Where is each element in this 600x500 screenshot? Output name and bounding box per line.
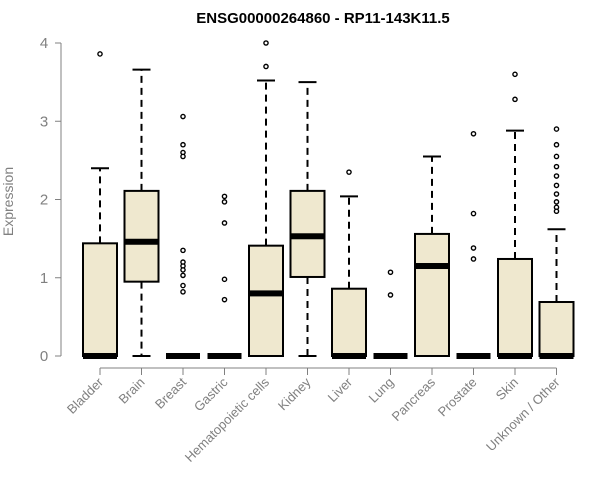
outlier-point bbox=[180, 141, 186, 148]
box-iqr bbox=[331, 287, 367, 357]
outlier-point bbox=[180, 247, 186, 254]
box-breast bbox=[166, 113, 200, 359]
outlier-point bbox=[553, 208, 560, 215]
outlier-point bbox=[553, 199, 560, 205]
x-tick-label: Breast bbox=[152, 374, 189, 411]
outlier-point bbox=[180, 289, 186, 295]
box-prostate bbox=[456, 130, 491, 359]
outlier-point bbox=[470, 130, 477, 137]
chart-title: ENSG00000264860 - RP11-143K11.5 bbox=[196, 10, 450, 27]
box-iqr bbox=[497, 257, 533, 357]
outlier-point bbox=[470, 245, 477, 251]
y-tick-label: 3 bbox=[40, 113, 48, 130]
outlier-point bbox=[221, 199, 228, 205]
outlier-point bbox=[387, 269, 394, 276]
box-kidney bbox=[289, 81, 326, 357]
box-skin bbox=[497, 71, 533, 359]
outlier-point bbox=[263, 40, 269, 46]
outlier-point bbox=[180, 267, 186, 273]
outlier-point bbox=[553, 126, 560, 132]
x-tick-label: Liver bbox=[325, 374, 356, 405]
outlier-point bbox=[512, 71, 518, 78]
outlier-point bbox=[470, 256, 477, 262]
outlier-point bbox=[553, 153, 560, 160]
box-iqr bbox=[123, 189, 160, 283]
median-line bbox=[373, 353, 408, 359]
x-tick-label: Prostate bbox=[435, 375, 480, 420]
outlier-point bbox=[346, 169, 352, 175]
box-unknown-other bbox=[538, 126, 575, 359]
y-tick-label: 2 bbox=[40, 192, 48, 209]
outlier-point bbox=[553, 182, 560, 189]
median-line bbox=[207, 353, 242, 359]
x-tick-label: Kidney bbox=[275, 374, 314, 413]
outlier-point bbox=[512, 96, 518, 103]
outlier-point bbox=[221, 296, 228, 303]
outlier-point bbox=[221, 193, 228, 200]
x-tick-label: Brain bbox=[116, 375, 148, 407]
median-line bbox=[498, 353, 532, 359]
box-pancreas bbox=[414, 155, 450, 357]
outlier-point bbox=[470, 210, 477, 217]
outlier-point bbox=[97, 51, 103, 57]
x-tick-label: Bladder bbox=[64, 374, 107, 417]
outlier-point bbox=[553, 173, 560, 179]
median-line bbox=[166, 353, 200, 359]
y-tick-label: 1 bbox=[40, 270, 48, 287]
median-line bbox=[456, 353, 491, 359]
median-line bbox=[124, 238, 159, 245]
outlier-point bbox=[221, 220, 228, 226]
box-bladder bbox=[82, 51, 118, 359]
outlier-point bbox=[553, 141, 560, 148]
y-axis: 0 1 2 3 4 bbox=[40, 35, 62, 365]
y-tick-label: 0 bbox=[40, 348, 48, 365]
median-line bbox=[83, 353, 117, 359]
x-tick-label: Skin bbox=[493, 375, 521, 403]
median-line bbox=[415, 263, 449, 270]
x-tick-label: Gastric bbox=[191, 374, 231, 414]
outlier-point bbox=[180, 113, 186, 120]
outlier-point bbox=[553, 191, 560, 197]
box-brain bbox=[123, 68, 160, 357]
x-tick-label: Unknown / Other bbox=[483, 374, 563, 454]
outlier-point bbox=[180, 272, 186, 279]
outlier-point bbox=[387, 292, 394, 298]
box-iqr bbox=[82, 242, 118, 358]
box-hematopoietic-cells bbox=[248, 40, 284, 357]
box-liver bbox=[331, 169, 367, 359]
outlier-point bbox=[553, 163, 560, 170]
median-line bbox=[332, 353, 366, 359]
box-iqr bbox=[414, 232, 450, 357]
outlier-point bbox=[263, 63, 269, 70]
y-axis-label: Expression bbox=[0, 167, 16, 236]
median-line bbox=[290, 233, 325, 240]
outlier-point bbox=[180, 153, 186, 160]
median-line bbox=[539, 353, 574, 359]
median-line bbox=[249, 290, 283, 297]
box-iqr bbox=[248, 244, 284, 357]
box-iqr bbox=[538, 301, 575, 358]
outlier-point bbox=[180, 282, 186, 289]
box-lung bbox=[373, 269, 408, 359]
x-tick-label: Lung bbox=[366, 375, 397, 406]
x-tick-label: Pancreas bbox=[389, 374, 439, 424]
y-tick-label: 4 bbox=[40, 35, 48, 52]
outlier-point bbox=[221, 276, 228, 283]
box-gastric bbox=[207, 193, 242, 359]
boxes-group bbox=[82, 40, 575, 359]
